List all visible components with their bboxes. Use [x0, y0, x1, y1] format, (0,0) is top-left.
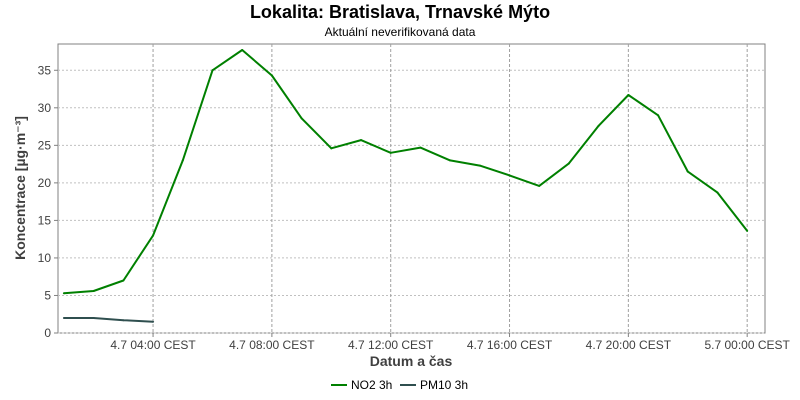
legend-label-no2-3h: NO2 3h	[351, 378, 392, 392]
data-point-no2-3h	[567, 162, 570, 165]
series-line-pm10-3h	[63, 317, 154, 323]
data-point-no2-3h	[538, 184, 541, 187]
x-tick-label: 4.7 20:00 CEST	[586, 338, 672, 352]
y-tick-label: 35	[38, 63, 52, 77]
legend: NO2 3h PM10 3h	[331, 378, 468, 392]
data-point-no2-3h	[508, 174, 511, 177]
data-point-no2-3h	[300, 117, 303, 120]
data-point-no2-3h	[360, 139, 362, 142]
data-point-no2-3h	[419, 146, 422, 149]
axis-ticks: 0 5 10 15 20 25 30 35 4.7 04:00 CEST 4.7 08:00 CE…	[38, 63, 791, 352]
y-tick-label: 25	[38, 138, 52, 152]
y-tick-label: 20	[38, 176, 52, 190]
grid-lines	[58, 44, 765, 334]
data-point-no2-3h	[686, 170, 689, 173]
data-point-no2-3h	[270, 74, 273, 77]
legend-label-pm10-3h: PM10 3h	[420, 378, 468, 392]
data-point-no2-3h	[389, 151, 392, 154]
x-tick-label: 4.7 08:00 CEST	[229, 338, 315, 352]
data-point-no2-3h	[449, 159, 452, 162]
data-point-no2-3h	[746, 229, 749, 232]
data-point-no2-3h	[92, 289, 95, 292]
x-tick-label: 4.7 04:00 CEST	[110, 338, 196, 352]
y-tick-label: 30	[38, 101, 52, 115]
data-point-no2-3h	[241, 49, 244, 52]
y-axis-label: Koncentrace [µg·m⁻³]	[12, 116, 28, 260]
x-axis-label: Datum a čas	[370, 353, 453, 369]
data-point-pm10-3h	[62, 316, 65, 319]
data-point-pm10-3h	[122, 319, 125, 322]
y-tick-label: 5	[44, 288, 51, 302]
series-line-no2-3h	[63, 49, 748, 295]
data-point-no2-3h	[122, 279, 125, 282]
data-point-no2-3h	[211, 69, 214, 72]
data-point-no2-3h	[181, 159, 184, 162]
data-point-no2-3h	[657, 114, 660, 117]
data-point-no2-3h	[152, 234, 155, 237]
data-point-no2-3h	[478, 164, 481, 167]
data-point-no2-3h	[627, 94, 630, 97]
data-point-pm10-3h	[92, 316, 95, 319]
x-tick-label: 5.7 00:00 CEST	[704, 338, 790, 352]
y-tick-label: 10	[38, 251, 52, 265]
data-point-no2-3h	[716, 191, 719, 194]
data-point-no2-3h	[597, 124, 600, 127]
y-tick-label: 0	[44, 326, 51, 340]
data-point-no2-3h	[62, 292, 65, 295]
chart-subtitle: Aktuální neverifikovaná data	[325, 25, 476, 39]
x-tick-label: 4.7 12:00 CEST	[348, 338, 434, 352]
plot-area	[57, 43, 766, 334]
chart-title: Lokalita: Bratislava, Trnavské Mýto	[250, 2, 550, 22]
y-tick-label: 15	[38, 213, 52, 227]
x-tick-label: 4.7 16:00 CEST	[467, 338, 553, 352]
series-layer	[62, 49, 749, 323]
data-point-no2-3h	[330, 147, 333, 150]
data-point-pm10-3h	[152, 320, 155, 323]
